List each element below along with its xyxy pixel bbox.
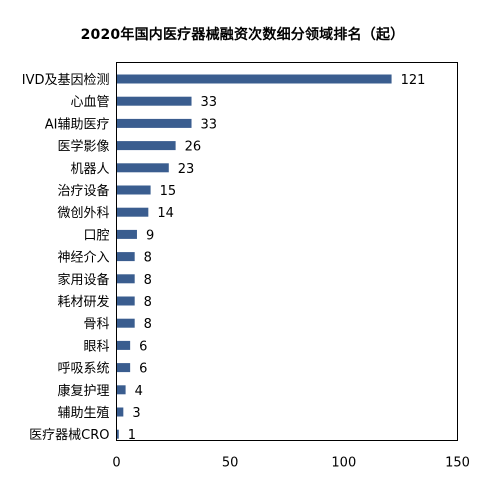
value-label: 23 [178, 162, 195, 177]
value-label: 8 [144, 317, 152, 332]
bar [117, 118, 192, 128]
category-label: 辅助生殖 [57, 405, 109, 421]
bar [117, 407, 124, 417]
category-label: 眼科 [83, 339, 109, 354]
category-label: 医疗器械CRO [29, 428, 109, 443]
value-label: 121 [401, 73, 426, 88]
category-label: 耗材研发 [57, 294, 109, 310]
value-label: 33 [201, 117, 218, 132]
category-label: 口腔 [83, 228, 109, 243]
category-label: IVD及基因检测 [22, 73, 110, 88]
category-label: 神经介入 [57, 251, 109, 266]
value-label: 4 [135, 384, 143, 399]
category-label: 康复护理 [57, 383, 109, 399]
chart-title: 2020年国内医疗器械融资次数细分领域排名（起） [80, 27, 405, 43]
value-label: 1 [128, 428, 136, 443]
x-axis-ticks: 0 50 100 150 [112, 456, 470, 471]
value-label: 6 [139, 362, 147, 377]
value-label: 33 [201, 95, 218, 110]
bar [117, 74, 392, 84]
bar [117, 252, 135, 262]
bars-layer [117, 74, 392, 439]
category-label: 机器人 [70, 162, 109, 177]
value-label: 8 [144, 251, 152, 266]
x-tick-label: 100 [331, 456, 356, 471]
bar [117, 207, 149, 217]
category-label: AI辅助医疗 [45, 117, 110, 132]
x-tick-label: 150 [445, 456, 470, 471]
value-label: 15 [160, 184, 177, 199]
value-label: 14 [157, 206, 174, 221]
value-label: 26 [185, 140, 202, 155]
category-label: 心血管 [70, 95, 109, 110]
bar [117, 385, 126, 395]
x-tick-label: 0 [112, 456, 120, 471]
bar [117, 363, 131, 373]
bar [117, 318, 135, 328]
x-tick-label: 50 [222, 456, 239, 471]
category-label: 呼吸系统 [57, 362, 109, 377]
value-label: 6 [139, 339, 147, 354]
category-label: 骨科 [83, 317, 109, 332]
value-label: 3 [132, 406, 140, 421]
bar [117, 185, 151, 195]
bar [117, 274, 135, 284]
value-label: 9 [146, 228, 154, 243]
bar [117, 296, 135, 306]
value-label: 8 [144, 295, 152, 310]
category-label: 微创外科 [57, 206, 109, 221]
bar [117, 141, 176, 151]
bar [117, 229, 137, 239]
category-label: 治疗设备 [57, 183, 109, 199]
bar [117, 429, 119, 439]
category-label: 家用设备 [57, 272, 109, 288]
bar [117, 163, 169, 173]
value-label: 8 [144, 273, 152, 288]
bar [117, 96, 192, 106]
category-label: 医学影像 [57, 139, 109, 155]
bar [117, 340, 131, 350]
plot-frame [116, 62, 458, 441]
